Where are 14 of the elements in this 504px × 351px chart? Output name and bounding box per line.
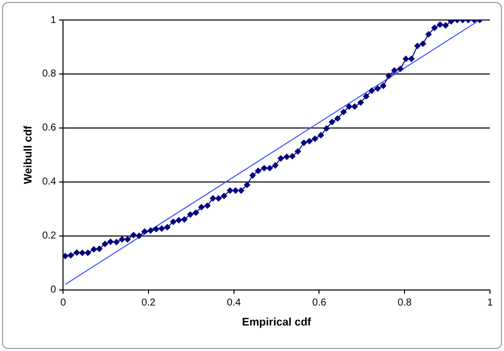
x-tick-label: 1	[487, 298, 494, 309]
y-tick-label: 0.2	[42, 230, 57, 242]
x-tick-label: 0	[60, 298, 66, 309]
y-tick-label: 0.4	[42, 176, 57, 188]
x-tick-label: 0.6	[312, 298, 327, 309]
y-tick-label: 0.8	[42, 68, 57, 80]
x-tick-label: 0.8	[398, 298, 412, 309]
x-axis-title: Empirical cdf	[242, 316, 312, 328]
y-axis-title: Weibull cdf	[22, 125, 35, 184]
y-tick-label: 1	[50, 14, 57, 26]
x-tick-label: 0.4	[226, 298, 242, 309]
x-tick-label: 0.2	[142, 298, 156, 309]
y-tick-label: 0.6	[42, 122, 57, 134]
y-tick-label: 0	[50, 284, 57, 296]
